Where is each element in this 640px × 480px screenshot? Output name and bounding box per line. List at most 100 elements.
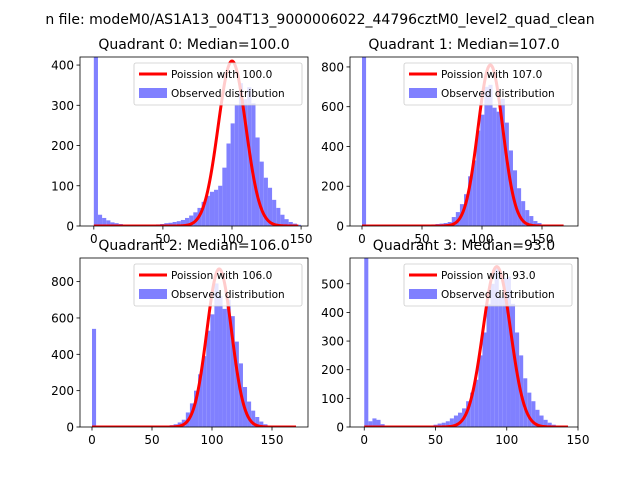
histogram-bar <box>172 221 177 226</box>
histogram-bar <box>498 296 503 427</box>
legend: Poission with 106.0 Observed distribution <box>133 263 303 307</box>
histogram-bar <box>478 355 483 427</box>
histogram-bar <box>251 103 256 226</box>
legend-poisson-label: Poission with 93.0 <box>441 270 536 282</box>
legend-observed-label: Observed distribution <box>171 88 285 100</box>
subplot-title: Quadrant 3: Median=93.0 <box>373 238 555 254</box>
histogram-bar <box>267 187 273 226</box>
histogram-bar <box>272 199 277 226</box>
y-tick-label: 600 <box>51 311 74 325</box>
legend-observed-swatch <box>139 88 167 98</box>
histogram-bar <box>368 421 373 427</box>
x-tick-label: 0 <box>90 232 98 246</box>
subplot-quadrant-0: 0 50 100 150 0 100 200 300 400 Quadrant 0: Median… <box>51 37 312 246</box>
subplot-title: Quadrant 1: Median=107.0 <box>368 37 559 53</box>
y-tick-label: 100 <box>321 392 344 406</box>
legend-observed-swatch <box>409 88 437 98</box>
histogram-bar <box>445 421 450 427</box>
legend-observed-label: Observed distribution <box>441 88 555 100</box>
histogram-bar <box>437 423 442 427</box>
x-tick-label: 50 <box>155 232 170 246</box>
histogram-bar <box>214 283 219 427</box>
histogram-bar <box>110 222 115 226</box>
plot-area <box>361 57 566 226</box>
plot-area <box>363 258 569 427</box>
legend: Poission with 100.0 Observed distribution <box>133 62 303 106</box>
histogram-bar <box>517 188 522 226</box>
histogram-bar <box>259 421 264 427</box>
histogram-bar <box>451 217 456 226</box>
legend-poisson-label: Poission with 100.0 <box>171 69 272 81</box>
axes-frame <box>349 56 579 227</box>
histogram-bar <box>210 314 215 427</box>
histogram-bar <box>441 422 446 427</box>
histogram-bar <box>201 201 206 226</box>
figure-suptitle: n file: modeM0/AS1A13_004T13_9000006022_… <box>45 12 594 28</box>
histogram-bar <box>543 419 548 427</box>
x-tick-label: 50 <box>144 433 159 447</box>
histogram-bar <box>234 105 239 226</box>
histogram-bar <box>206 330 211 427</box>
histogram-bar <box>106 220 111 226</box>
y-tick-label: 100 <box>51 179 74 193</box>
subplot-grid: 0 50 100 150 0 100 200 300 400 Quadrant 0: Median… <box>51 37 589 447</box>
subplot-title: Quadrant 2: Median=106.0 <box>98 238 289 254</box>
poisson-curve <box>93 59 300 226</box>
histogram-bar <box>247 401 252 427</box>
histogram-bar <box>202 356 207 427</box>
histogram-bar <box>222 308 227 427</box>
y-tick-label: 800 <box>51 275 74 289</box>
histogram-bar <box>230 123 235 226</box>
histogram-bar <box>243 99 248 226</box>
y-tick-label: 500 <box>321 277 344 291</box>
histogram-bar <box>263 177 268 226</box>
x-tick-label: 100 <box>471 232 494 246</box>
y-tick-label: 200 <box>321 180 344 194</box>
x-tick-label: 150 <box>261 433 284 447</box>
legend-observed-swatch <box>409 289 437 299</box>
x-tick-label: 50 <box>414 232 429 246</box>
y-tick-label: 400 <box>321 306 344 320</box>
y-tick-label: 400 <box>51 59 74 73</box>
histogram-bar <box>251 410 256 427</box>
histogram-bar <box>280 214 285 226</box>
histogram-bar <box>214 189 219 226</box>
y-tick-label: 300 <box>321 335 344 349</box>
histogram-bar <box>168 222 173 226</box>
histogram-bar <box>523 378 528 427</box>
x-tick-label: 0 <box>358 232 366 246</box>
histogram-bar <box>506 276 511 427</box>
histogram-bar <box>533 221 538 226</box>
histogram-bar <box>362 57 367 226</box>
histogram-bar <box>449 418 454 427</box>
legend-observed-label: Observed distribution <box>441 289 555 301</box>
histogram-bar <box>93 57 98 226</box>
histogram-bar <box>470 392 475 427</box>
legend-box <box>403 263 573 307</box>
x-tick-label: 0 <box>88 433 96 447</box>
histogram-bar <box>464 194 469 226</box>
x-tick-label: 0 <box>360 433 368 447</box>
histogram-bar <box>255 137 260 226</box>
histogram-bar <box>189 215 194 226</box>
histogram-bar <box>284 219 289 226</box>
subplot-quadrant-3: 0 50 100 150 0 100 200 300 400 500 Quadrant 3: Med… <box>321 238 589 447</box>
legend-poisson-label: Poission with 106.0 <box>171 270 272 282</box>
histogram-bar <box>376 419 381 427</box>
histogram-bar <box>457 412 463 427</box>
histogram-bar <box>218 185 223 226</box>
plot-area <box>93 57 302 226</box>
histogram-bar <box>238 83 244 226</box>
histogram-bar <box>296 224 302 226</box>
histogram-bar <box>230 316 235 427</box>
legend-box <box>133 263 303 307</box>
histogram-bar <box>92 328 97 427</box>
histogram-bar <box>480 114 485 226</box>
x-tick-label: 150 <box>567 433 590 447</box>
histogram-bar <box>500 98 505 226</box>
legend-box <box>133 62 303 106</box>
axes-frame <box>79 56 309 227</box>
y-tick-label: 0 <box>66 421 74 435</box>
histogram-bar <box>222 167 227 226</box>
legend-box <box>403 62 573 106</box>
